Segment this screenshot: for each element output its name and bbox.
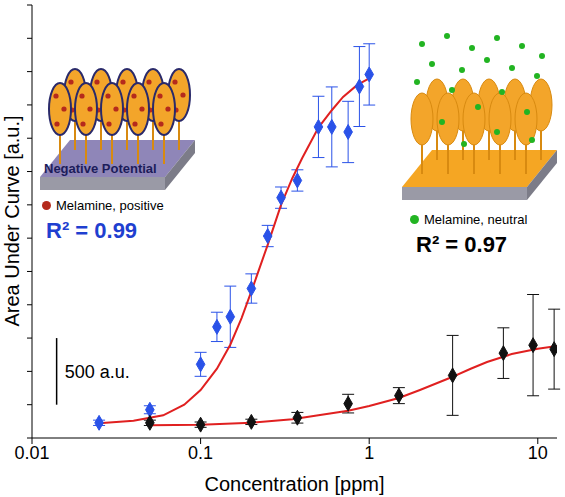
html-text:Melamine, positive: Melamine, positive — [56, 198, 164, 213]
html-text:R² = 0.99: R² = 0.99 — [46, 218, 138, 243]
html-text:Melamine, neutral: Melamine, neutral — [424, 212, 528, 227]
html-text:R² = 0.97: R² = 0.97 — [416, 232, 508, 257]
svg-text:0.01: 0.01 — [14, 443, 49, 463]
svg-text:0.1: 0.1 — [188, 443, 213, 463]
svg-text:Concentration [ppm]: Concentration [ppm] — [204, 473, 384, 495]
svg-text:Area Under Curve [a.u.]: Area Under Curve [a.u.] — [1, 115, 23, 326]
svg-text:1: 1 — [364, 443, 374, 463]
svg-text:10: 10 — [528, 443, 548, 463]
html-text:Negative Potential: Negative Potential — [44, 161, 157, 176]
svg-text:500 a.u.: 500 a.u. — [65, 362, 130, 382]
